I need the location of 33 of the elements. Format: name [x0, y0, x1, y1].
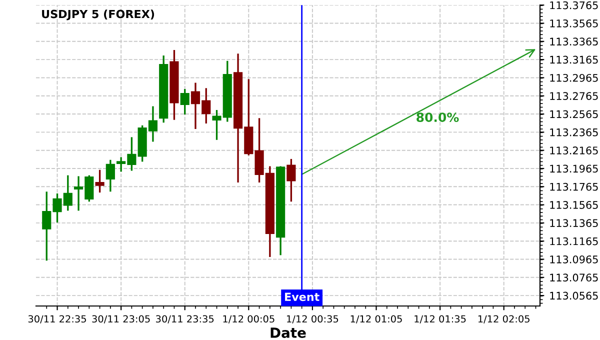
y-tick-label: 113.0965 — [550, 255, 598, 264]
y-tick-label: 113.1765 — [550, 182, 598, 191]
x-tick-label: 30/11 23:05 — [92, 315, 150, 324]
y-tick-label: 113.0565 — [550, 292, 598, 300]
y-tick-label: 113.2165 — [550, 146, 598, 154]
x-tick-label: 1/12 01:35 — [414, 315, 466, 324]
y-tick-label: 113.1165 — [550, 237, 598, 246]
y-tick-label: 113.3765 — [550, 1, 598, 10]
annotation: 80.0% — [416, 112, 459, 122]
x-tick-label: 1/12 00:05 — [223, 315, 274, 324]
x-tick-label: 1/12 01:05 — [350, 315, 402, 324]
x-tick-label: 1/12 00:35 — [287, 315, 338, 324]
y-tick-label: 113.1365 — [550, 219, 598, 228]
y-tick-label: 113.0765 — [550, 274, 598, 282]
y-tick-label: 113.2965 — [550, 74, 598, 82]
y-tick-label: 113.2565 — [550, 110, 598, 118]
x-axis-title: Date — [270, 328, 306, 338]
x-tick-label: 30/11 23:35 — [156, 315, 214, 324]
x-tick-label: 1/12 02:05 — [478, 315, 530, 324]
candlestick — [180, 88, 190, 116]
y-tick-label: 113.2365 — [550, 128, 598, 136]
candlestick — [286, 158, 296, 202]
y-tick-label: 113.3565 — [550, 19, 598, 28]
y-tick-label: 113.1965 — [550, 164, 598, 173]
candlestick — [106, 159, 115, 192]
x-tick-label: 30/11 22:35 — [28, 315, 86, 324]
y-tick-label: 113.3365 — [550, 38, 598, 46]
y-tick-label: 113.1565 — [550, 201, 598, 209]
candlestick — [95, 169, 104, 194]
ref-line-label: Event — [285, 292, 320, 302]
y-tick-label: 113.2765 — [550, 92, 598, 100]
chart-title: USDJPY 5 (FOREX) — [42, 10, 154, 20]
y-tick-label: 113.3165 — [550, 56, 598, 64]
